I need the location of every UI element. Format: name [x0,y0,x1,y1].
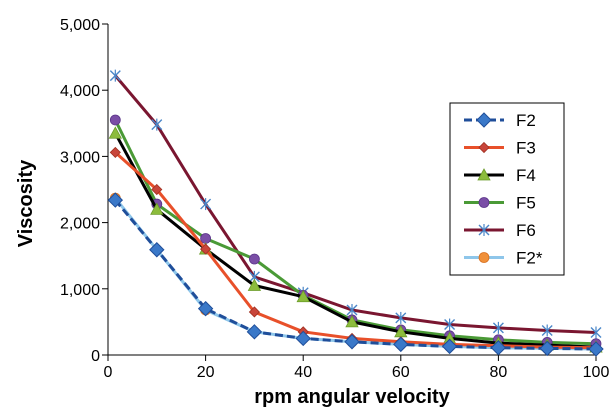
y-tick-label: 4,000 [60,83,100,100]
y-tick-label: 0 [91,348,100,365]
legend: F2 F3 F4 F5 F6 F2* [449,102,565,276]
legend-marker [478,141,490,154]
series-f2 [107,192,604,357]
data-point [109,114,121,126]
data-point [344,334,360,350]
data-point [109,69,121,82]
data-point [248,306,260,318]
data-point [395,311,407,324]
data-point [346,303,358,316]
legend-marker [478,252,490,263]
data-point [246,324,263,340]
legend-box [449,102,565,276]
y-tick-label: 1,000 [60,282,100,299]
x-tick-label: 20 [197,364,215,381]
legend-marker [478,197,490,208]
data-point [590,326,602,339]
data-point [107,192,124,208]
series-lines [107,69,604,357]
legend-marker [477,168,491,181]
data-point [393,336,409,353]
x-tick-label: 80 [490,364,508,381]
data-point [492,321,504,334]
legend-label: F3 [516,139,536,158]
data-point [109,146,121,158]
x-tick-label: 0 [104,364,113,381]
legend-label: F2 [516,111,536,130]
data-point [541,324,553,337]
data-point [150,202,164,215]
y-tick-label: 2,000 [60,216,100,233]
axes: 0 1,000 2,000 3,000 4,000 5,000 0 20 40 60 80 100 [60,17,609,381]
data-point [296,289,310,303]
data-point [588,341,604,357]
legend-label: F4 [516,166,536,185]
data-point [539,340,555,357]
data-point [444,318,456,331]
legend-item: F4 [464,166,536,185]
legend-marker [478,224,490,236]
data-point [247,278,262,291]
legend-item: F5 [464,194,536,213]
data-point [200,243,212,255]
legend-label: F5 [516,194,536,213]
y-tick-label: 5,000 [60,17,100,34]
data-point [200,233,212,244]
data-point [441,338,458,355]
x-tick-label: 100 [583,364,610,381]
y-tick-label: 3,000 [60,149,100,166]
data-point [248,253,260,265]
data-point [197,300,214,317]
x-axis-title: rpm angular velocity [254,386,450,408]
y-axis-title: Viscosity [15,159,37,247]
series-f6 [109,69,602,339]
data-point [108,126,122,139]
data-point [490,340,507,356]
legend-item: F3 [464,139,536,158]
x-tick-label: 60 [392,364,410,381]
data-point [151,118,163,131]
legend-marker [476,112,492,128]
data-point [295,330,311,347]
data-point [345,315,359,328]
legend-label: F2* [516,249,543,268]
data-point [151,183,163,196]
x-tick-label: 40 [294,364,312,381]
legend-item: F2* [464,249,543,268]
legend-item: F2 [464,111,536,130]
data-point [200,198,212,211]
legend-item: F6 [464,221,536,240]
data-point [149,242,165,258]
legend-label: F6 [516,221,536,240]
